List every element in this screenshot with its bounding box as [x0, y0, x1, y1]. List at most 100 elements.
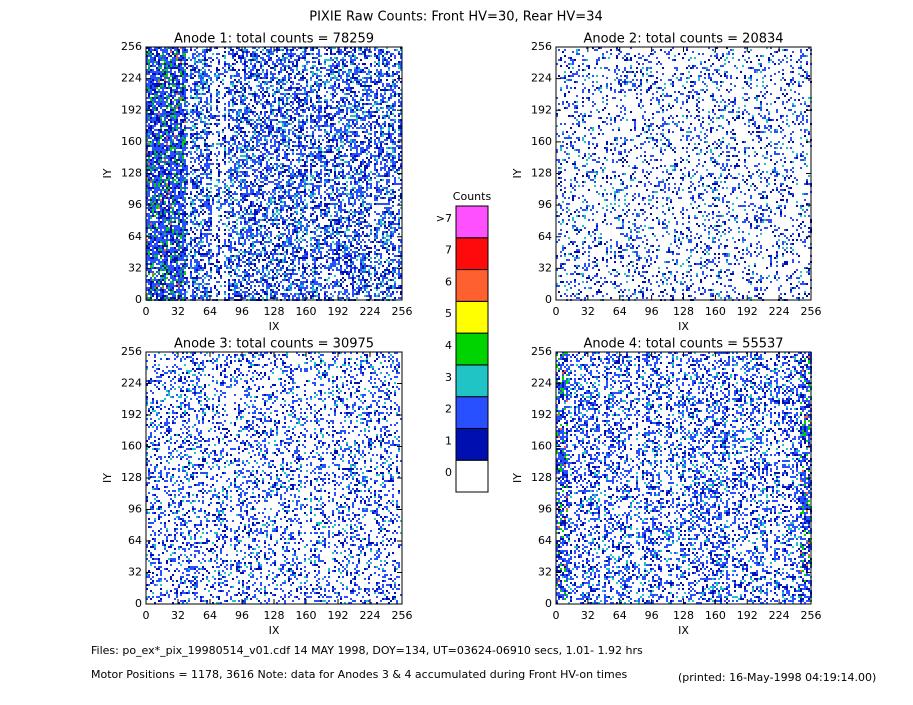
count-pixel: [212, 133, 214, 135]
count-pixel: [152, 257, 154, 259]
count-pixel: [204, 51, 206, 53]
count-pixel: [182, 221, 184, 223]
count-pixel: [200, 253, 202, 255]
count-pixel: [242, 113, 244, 115]
count-pixel: [266, 169, 268, 171]
count-pixel: [284, 157, 286, 159]
count-pixel: [240, 57, 242, 59]
count-pixel: [230, 285, 232, 287]
count-pixel: [260, 251, 262, 253]
count-pixel: [146, 225, 148, 227]
count-pixel: [160, 241, 162, 243]
count-pixel: [284, 65, 286, 67]
count-pixel: [176, 211, 178, 213]
count-pixel: [264, 157, 266, 159]
count-pixel: [166, 187, 168, 189]
count-pixel: [224, 161, 226, 163]
count-pixel: [252, 93, 254, 95]
count-pixel: [146, 287, 148, 289]
count-pixel: [272, 189, 274, 191]
count-pixel: [194, 281, 196, 283]
count-pixel: [280, 237, 282, 239]
count-pixel: [180, 103, 182, 105]
count-pixel: [180, 277, 182, 279]
count-pixel: [252, 73, 254, 75]
count-pixel: [234, 181, 236, 183]
count-pixel: [236, 113, 238, 115]
count-pixel: [200, 111, 202, 113]
count-pixel: [276, 89, 278, 91]
count-pixel: [278, 269, 280, 271]
count-pixel: [174, 111, 176, 113]
count-pixel: [274, 247, 276, 249]
count-pixel: [152, 111, 154, 113]
count-pixel: [166, 291, 168, 293]
count-pixel: [228, 111, 230, 113]
count-pixel: [182, 91, 184, 93]
count-pixel: [166, 49, 168, 51]
count-pixel: [262, 105, 264, 107]
count-pixel: [280, 63, 282, 65]
count-pixel: [224, 139, 226, 141]
count-pixel: [244, 217, 246, 219]
count-pixel: [282, 201, 284, 203]
count-pixel: [252, 155, 254, 157]
count-pixel: [284, 297, 286, 299]
count-pixel: [154, 91, 156, 93]
count-pixel: [198, 263, 200, 265]
count-pixel: [148, 273, 150, 275]
count-pixel: [204, 265, 206, 267]
count-pixel: [180, 173, 182, 175]
count-pixel: [196, 65, 198, 67]
count-pixel: [270, 203, 272, 205]
count-pixel: [268, 115, 270, 117]
count-pixel: [276, 223, 278, 225]
count-pixel: [170, 219, 172, 221]
count-pixel: [152, 235, 154, 237]
count-pixel: [246, 153, 248, 155]
count-pixel: [270, 239, 272, 241]
count-pixel: [268, 245, 270, 247]
count-pixel: [154, 221, 156, 223]
count-pixel: [170, 193, 172, 195]
count-pixel: [258, 47, 260, 49]
count-pixel: [196, 135, 198, 137]
count-pixel: [244, 219, 246, 221]
count-pixel: [278, 105, 280, 107]
count-pixel: [194, 227, 196, 229]
count-pixel: [220, 73, 222, 75]
count-pixel: [256, 227, 258, 229]
count-pixel: [164, 59, 166, 61]
count-pixel: [220, 207, 222, 209]
count-pixel: [180, 257, 182, 259]
count-pixel: [168, 105, 170, 107]
count-pixel: [272, 125, 274, 127]
count-pixel: [170, 125, 172, 127]
count-pixel: [174, 147, 176, 149]
count-pixel: [266, 287, 268, 289]
count-pixel: [282, 121, 284, 123]
count-pixel: [182, 161, 184, 163]
count-pixel: [176, 237, 178, 239]
count-pixel: [188, 281, 190, 283]
count-pixel: [242, 261, 244, 263]
count-pixel: [158, 175, 160, 177]
count-pixel: [218, 59, 220, 61]
count-pixel: [210, 99, 212, 101]
count-pixel: [174, 73, 176, 75]
count-pixel: [182, 119, 184, 121]
count-pixel: [258, 155, 260, 157]
count-pixel: [254, 125, 256, 127]
count-pixel: [268, 151, 270, 153]
count-pixel: [154, 251, 156, 253]
count-pixel: [168, 175, 170, 177]
count-pixel: [220, 81, 222, 83]
count-pixel: [180, 71, 182, 73]
count-pixel: [286, 101, 288, 103]
count-pixel: [148, 205, 150, 207]
count-pixel: [274, 151, 276, 153]
count-pixel: [254, 293, 256, 295]
count-pixel: [252, 65, 254, 67]
count-pixel: [282, 149, 284, 151]
count-pixel: [208, 177, 210, 179]
